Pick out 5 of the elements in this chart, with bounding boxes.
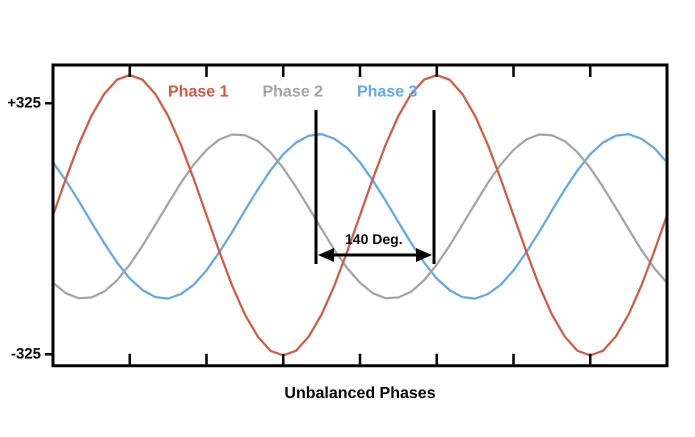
y-tick-label: -325 bbox=[10, 345, 41, 362]
series-label: Phase 1 bbox=[168, 83, 229, 100]
y-tick-label: +325 bbox=[7, 94, 41, 112]
text: Phase 2 bbox=[262, 83, 324, 100]
x-axis-title: Unbalanced Phases bbox=[284, 384, 436, 402]
